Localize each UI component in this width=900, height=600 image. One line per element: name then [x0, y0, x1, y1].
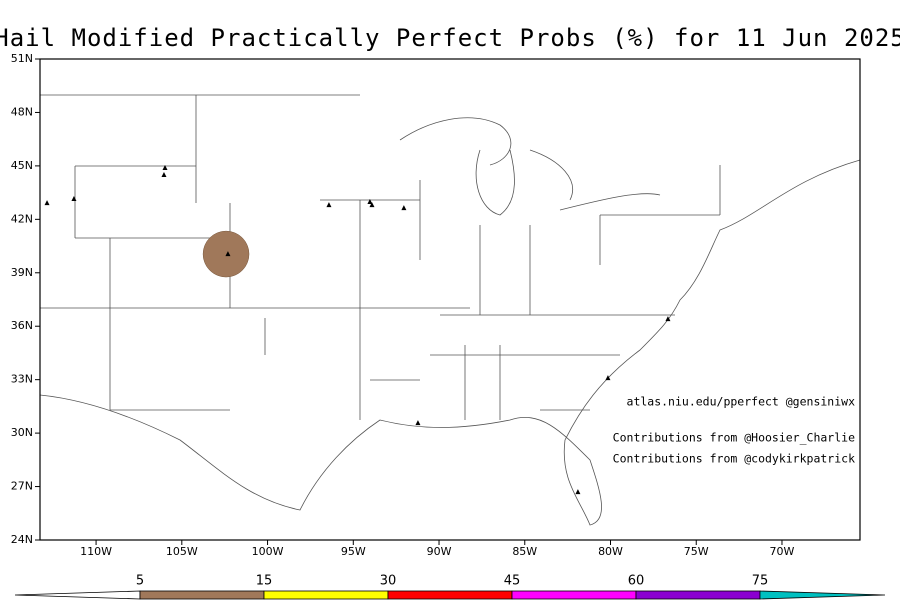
- hail-report: [326, 202, 332, 208]
- hail-report: [575, 489, 581, 495]
- y-tick-label: 24N: [11, 533, 33, 546]
- y-tick-label: 51N: [11, 52, 33, 65]
- x-tick-label: 85W: [512, 545, 537, 558]
- y-tick-label: 39N: [11, 266, 33, 279]
- colorbar-label: 75: [752, 574, 769, 589]
- y-tick-label: 42N: [11, 212, 33, 225]
- x-tick-label: 80W: [598, 545, 623, 558]
- y-tick-label: 27N: [11, 480, 33, 493]
- annotation: Contributions from @Hoosier_Charlie: [613, 431, 855, 445]
- map-borders: [39, 94, 861, 526]
- hail-report: [162, 165, 168, 171]
- y-tick-label: 48N: [11, 105, 33, 118]
- colorbar-box: [387, 590, 513, 600]
- colorbar-label: 15: [256, 574, 273, 589]
- colorbar-label: 5: [136, 574, 144, 589]
- colorbar-high: [759, 590, 886, 600]
- probability-area: [202, 230, 250, 278]
- x-tick-label: 90W: [427, 545, 452, 558]
- hail-report: [225, 251, 231, 257]
- hail-report: [401, 205, 407, 211]
- plot-area: [44, 165, 671, 495]
- colorbar-box: [635, 590, 761, 600]
- coastline: [39, 159, 861, 526]
- state-lines: [40, 94, 721, 420]
- annotation: Contributions from @codykirkpatrick: [613, 452, 855, 466]
- hail-report: [367, 199, 373, 205]
- colorbar-box: [139, 590, 265, 600]
- hail-report: [369, 202, 375, 208]
- hail-report: [161, 171, 167, 177]
- hail-report: [44, 200, 50, 206]
- colorbar-label: 30: [380, 574, 397, 589]
- x-tick-label: 105W: [166, 545, 198, 558]
- x-tick-label: 95W: [341, 545, 366, 558]
- hail-report: [415, 420, 421, 426]
- colorbar-label: 60: [628, 574, 645, 589]
- great-lakes: [399, 117, 661, 216]
- y-tick-label: 30N: [11, 426, 33, 439]
- y-tick-label: 33N: [11, 373, 33, 386]
- y-tick-label: 36N: [11, 319, 33, 332]
- colorbar-box: [511, 590, 637, 600]
- hail-report: [665, 316, 671, 322]
- x-tick-label: 70W: [770, 545, 795, 558]
- hail-report: [605, 375, 611, 381]
- x-tick-label: 110W: [80, 545, 112, 558]
- colorbar-box: [263, 590, 389, 600]
- hail-report: [71, 196, 77, 202]
- colorbar-label: 45: [504, 574, 521, 589]
- colorbar-low: [14, 590, 141, 600]
- x-tick-label: 75W: [684, 545, 709, 558]
- annotation: atlas.niu.edu/pperfect @gensiniwx: [627, 395, 856, 409]
- chart-title: Hail Modified Practically Perfect Probs …: [0, 24, 900, 52]
- y-tick-label: 45N: [11, 159, 33, 172]
- map-frame: [39, 58, 861, 541]
- x-tick-label: 100W: [252, 545, 284, 558]
